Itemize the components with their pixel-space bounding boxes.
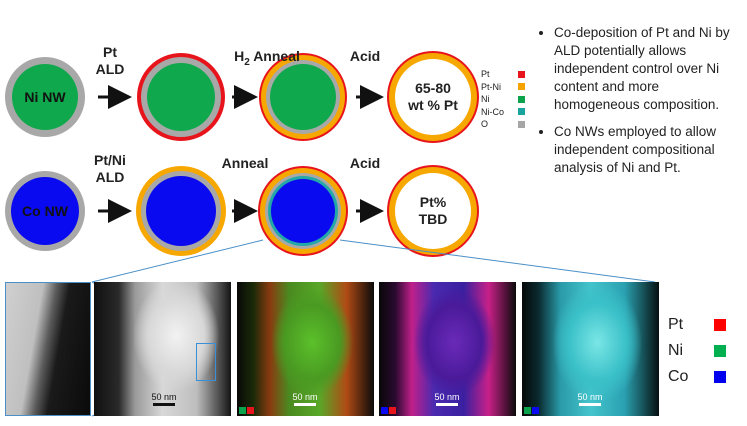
element-legend-swatch xyxy=(714,319,726,331)
eds-map-co-pt: 50 nm xyxy=(379,282,516,416)
row1-step2-label: H2 Anneal xyxy=(234,48,300,68)
ni-nw-label: Ni NW xyxy=(24,89,66,105)
layer-legend-entry: Ni xyxy=(481,93,525,106)
layer-legend-entry: Ni-Co xyxy=(481,106,525,119)
layer-legend-entry: Pt xyxy=(481,68,525,81)
layer-legend-swatch xyxy=(518,70,525,78)
row2-step3-label: Acid xyxy=(349,155,381,171)
scale-bar-4: 50 nm xyxy=(570,392,610,406)
element-legend-entry: Ni xyxy=(668,338,726,364)
row1-arrows xyxy=(98,85,384,223)
element-legend-swatch xyxy=(714,345,726,357)
element-legend-label: Pt xyxy=(668,316,684,333)
layer-legend-label: Ni xyxy=(481,94,490,104)
inset-box xyxy=(196,343,216,381)
row1-step1-label: Pt ALD xyxy=(95,44,125,77)
element-legend-label: Co xyxy=(668,368,689,385)
scale-bar-1: 50 nm xyxy=(144,392,184,406)
layer-legend-label: Pt-Ni xyxy=(481,81,501,92)
eds-map-ni-co: 50 nm xyxy=(522,282,659,416)
scale-bar-2: 50 nm xyxy=(285,392,325,406)
layer-legend-entry: O xyxy=(481,118,525,131)
element-legend-label: Ni xyxy=(668,342,684,359)
element-legend: Pt Ni Co xyxy=(668,312,726,390)
element-legend-entry: Co xyxy=(668,364,726,390)
row1-circles xyxy=(5,51,479,143)
eds-channel-swatches xyxy=(381,407,396,414)
row2-step2-label: Anneal xyxy=(221,155,269,171)
scale-bar-3: 50 nm xyxy=(427,392,467,406)
row2-step1-label: Pt/Ni ALD xyxy=(94,152,126,185)
stem-image: 50 nm xyxy=(94,282,231,416)
layer-legend-label: O xyxy=(481,119,489,129)
eds-map-ni-pt: 50 nm xyxy=(237,282,374,416)
layer-legend-swatch xyxy=(518,83,525,91)
co-nw-label: Co NW xyxy=(22,203,68,219)
stem-zoom-image xyxy=(5,282,91,416)
row2-result-text: Pt% TBD xyxy=(418,194,448,227)
layer-legend: Pt Pt-Ni Ni Ni-Co O xyxy=(481,68,525,131)
bullet-list: Co-deposition of Pt and Ni by ALD potent… xyxy=(538,24,743,186)
layer-legend-label: Ni-Co xyxy=(481,106,505,117)
layer-legend-swatch xyxy=(518,120,525,128)
bullet-2: Co NWs employed to allow independent com… xyxy=(554,123,743,177)
eds-channel-swatches xyxy=(524,407,539,414)
row2-circles xyxy=(5,165,479,257)
row1-result-text: 65-80 wt % Pt xyxy=(408,80,458,113)
element-legend-swatch xyxy=(714,371,726,383)
layer-legend-label: Pt xyxy=(481,69,490,79)
eds-channel-swatches xyxy=(239,407,254,414)
bullet-1: Co-deposition of Pt and Ni by ALD potent… xyxy=(554,24,743,114)
layer-legend-entry: Pt-Ni xyxy=(481,81,525,94)
element-legend-entry: Pt xyxy=(668,312,726,338)
row1-step3-label: Acid xyxy=(349,48,381,64)
layer-legend-swatch xyxy=(518,95,525,103)
layer-legend-swatch xyxy=(518,108,525,116)
